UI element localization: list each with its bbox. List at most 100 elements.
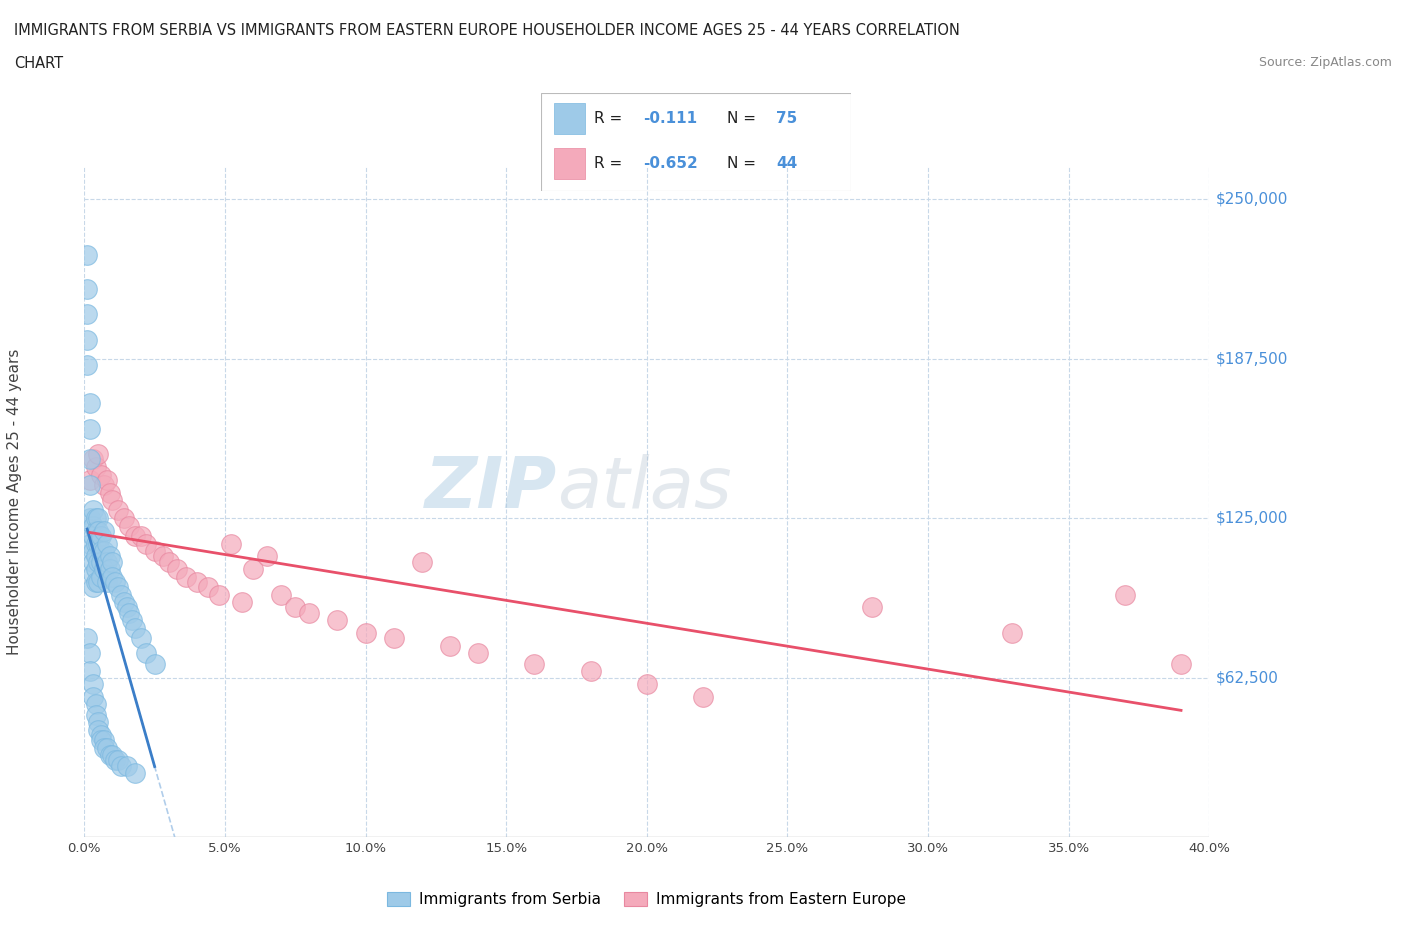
Point bbox=[101, 569, 124, 584]
Text: Householder Income Ages 25 - 44 years: Householder Income Ages 25 - 44 years bbox=[7, 349, 21, 656]
Point bbox=[284, 600, 307, 615]
Text: $250,000: $250,000 bbox=[1216, 192, 1288, 206]
Point bbox=[84, 562, 107, 577]
Point bbox=[124, 765, 146, 780]
Point bbox=[579, 664, 602, 679]
Point bbox=[82, 503, 104, 518]
Point bbox=[79, 646, 101, 661]
Text: $62,500: $62,500 bbox=[1216, 671, 1279, 685]
Point bbox=[90, 468, 112, 483]
Point bbox=[87, 723, 110, 737]
Text: 20.0%: 20.0% bbox=[626, 842, 668, 855]
Point bbox=[231, 595, 253, 610]
Point bbox=[157, 554, 180, 569]
Point bbox=[79, 472, 101, 487]
Point bbox=[101, 748, 124, 763]
Point bbox=[87, 511, 110, 525]
Text: -0.652: -0.652 bbox=[644, 156, 699, 171]
Point bbox=[93, 733, 115, 748]
Point bbox=[197, 579, 219, 594]
Point bbox=[87, 537, 110, 551]
Point bbox=[90, 554, 112, 569]
Point bbox=[76, 248, 98, 263]
Point bbox=[112, 511, 135, 525]
Text: 25.0%: 25.0% bbox=[766, 842, 808, 855]
Point bbox=[76, 332, 98, 347]
Point bbox=[84, 697, 107, 711]
Text: $187,500: $187,500 bbox=[1216, 352, 1288, 366]
Point bbox=[439, 638, 461, 653]
Point bbox=[129, 631, 152, 645]
Point bbox=[84, 707, 107, 722]
Point bbox=[84, 511, 107, 525]
Point bbox=[219, 537, 242, 551]
Bar bbox=[554, 103, 585, 134]
Text: 30.0%: 30.0% bbox=[907, 842, 949, 855]
Text: R =: R = bbox=[593, 111, 627, 126]
Point bbox=[692, 689, 714, 704]
Point bbox=[82, 579, 104, 594]
Point bbox=[96, 575, 118, 590]
Text: 15.0%: 15.0% bbox=[485, 842, 527, 855]
Text: 35.0%: 35.0% bbox=[1047, 842, 1090, 855]
Point bbox=[93, 524, 115, 538]
Text: 40.0%: 40.0% bbox=[1188, 842, 1230, 855]
Point bbox=[79, 537, 101, 551]
Point bbox=[326, 613, 349, 628]
Point bbox=[87, 554, 110, 569]
Point bbox=[135, 646, 157, 661]
Point bbox=[79, 421, 101, 436]
Point bbox=[96, 537, 118, 551]
Point bbox=[186, 575, 208, 590]
Text: atlas: atlas bbox=[557, 455, 731, 524]
Point bbox=[101, 554, 124, 569]
Point bbox=[115, 600, 138, 615]
Point bbox=[84, 537, 107, 551]
Text: 44: 44 bbox=[776, 156, 797, 171]
Point bbox=[76, 631, 98, 645]
Point bbox=[98, 549, 121, 564]
Point bbox=[93, 562, 115, 577]
Point bbox=[96, 472, 118, 487]
Point bbox=[82, 689, 104, 704]
Point bbox=[298, 605, 321, 620]
Point bbox=[860, 600, 883, 615]
Point bbox=[143, 544, 166, 559]
Point bbox=[110, 758, 132, 773]
Point bbox=[90, 528, 112, 543]
Point bbox=[87, 524, 110, 538]
Point bbox=[79, 511, 101, 525]
Point bbox=[166, 562, 188, 577]
Point bbox=[93, 740, 115, 755]
Text: CHART: CHART bbox=[14, 56, 63, 71]
Point bbox=[411, 554, 433, 569]
Point bbox=[98, 485, 121, 500]
Point bbox=[152, 549, 174, 564]
Point bbox=[82, 554, 104, 569]
Point bbox=[90, 544, 112, 559]
Point bbox=[96, 554, 118, 569]
Text: N =: N = bbox=[727, 156, 761, 171]
Point bbox=[87, 447, 110, 462]
Point bbox=[118, 518, 141, 533]
Point bbox=[382, 631, 405, 645]
Point bbox=[84, 524, 107, 538]
Point bbox=[270, 587, 292, 602]
Point bbox=[107, 579, 129, 594]
Point bbox=[84, 575, 107, 590]
Point bbox=[84, 549, 107, 564]
Point bbox=[76, 307, 98, 322]
Text: IMMIGRANTS FROM SERBIA VS IMMIGRANTS FROM EASTERN EUROPE HOUSEHOLDER INCOME AGES: IMMIGRANTS FROM SERBIA VS IMMIGRANTS FRO… bbox=[14, 23, 960, 38]
Point bbox=[124, 620, 146, 635]
Point bbox=[110, 587, 132, 602]
Point bbox=[104, 753, 127, 768]
Text: ZIP: ZIP bbox=[425, 455, 557, 524]
Point bbox=[256, 549, 278, 564]
Point bbox=[82, 452, 104, 467]
Point bbox=[98, 562, 121, 577]
Text: R =: R = bbox=[593, 156, 627, 171]
Point bbox=[98, 748, 121, 763]
Text: -0.111: -0.111 bbox=[644, 111, 697, 126]
Bar bbox=[554, 148, 585, 179]
Point bbox=[467, 646, 489, 661]
